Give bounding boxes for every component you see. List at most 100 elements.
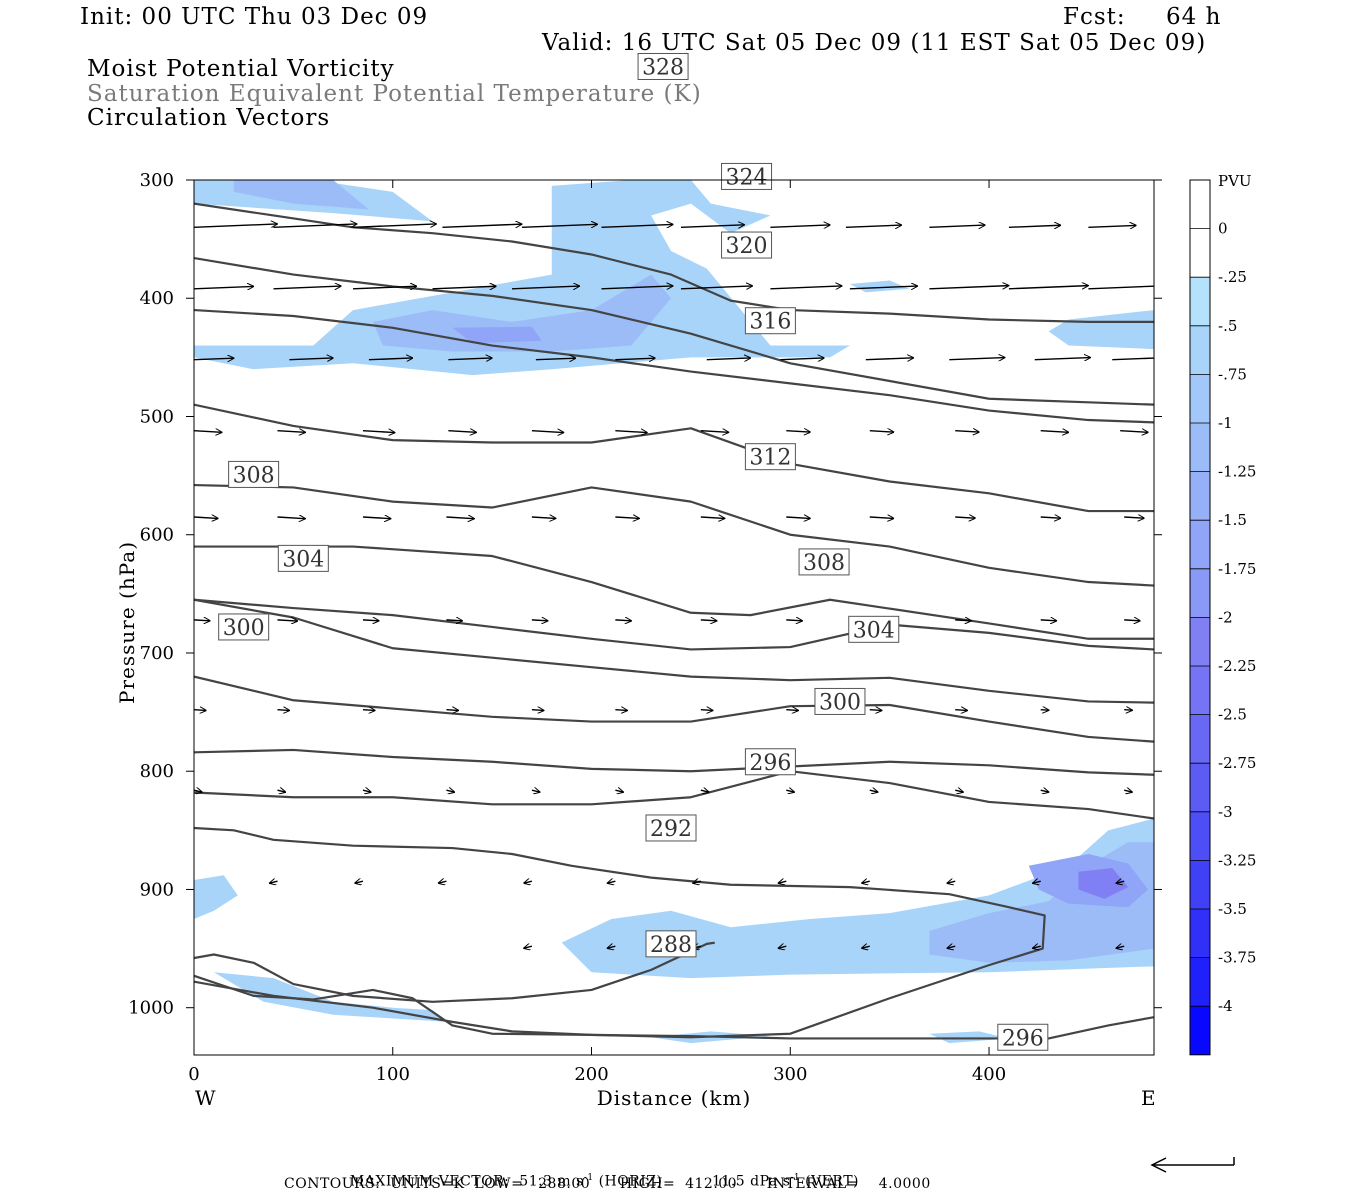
colorbar-label-9: -2.25 xyxy=(1218,657,1256,675)
theta-es-contours xyxy=(194,202,1154,1040)
x-axis-end-west: W xyxy=(195,1086,217,1110)
vector-9-6 xyxy=(1033,946,1041,948)
vector-5-4 xyxy=(531,620,548,621)
contour-300-4 xyxy=(194,748,1154,776)
contour-label-4: 300 xyxy=(223,616,265,641)
colorbar-swatch-3 xyxy=(1190,325,1210,375)
vector-8-0 xyxy=(270,881,278,883)
vector-7-4 xyxy=(531,790,540,792)
forecast-label: Fcst: xyxy=(1063,4,1126,30)
vector-4-1 xyxy=(277,517,305,519)
contour-label-10: 312 xyxy=(749,446,791,471)
vector-1-2 xyxy=(352,286,416,289)
vector-5-11 xyxy=(1124,620,1140,621)
vector-1-11 xyxy=(1088,285,1154,290)
y-tick-label-5: 800 xyxy=(140,761,174,782)
colorbar-label-10: -2.5 xyxy=(1218,706,1247,724)
vector-1-8 xyxy=(849,286,917,289)
vector-6-3 xyxy=(446,710,458,711)
contour-label-box-9 xyxy=(798,548,850,576)
colorbar-swatch-0 xyxy=(1190,180,1210,229)
vector-6-4 xyxy=(531,710,544,711)
colorbar-label-5: -1.25 xyxy=(1218,463,1256,481)
pv-region-7 xyxy=(194,875,238,920)
field-title-theta-es: Saturation Equivalent Potential Temperat… xyxy=(87,81,702,107)
contour-308-9 xyxy=(194,483,1154,587)
vector-3-0 xyxy=(194,431,222,433)
contour-label-1: 292 xyxy=(650,817,692,842)
pv-shading xyxy=(194,180,1154,1044)
vector-4-5 xyxy=(615,517,639,518)
vector-7-3 xyxy=(446,790,454,792)
colorbar-swatch-15 xyxy=(1190,909,1210,958)
contour-label-box-12 xyxy=(721,231,773,259)
contour-label-box-6 xyxy=(277,544,329,572)
vector-2-3 xyxy=(448,358,492,360)
contour-label-box-14 xyxy=(637,52,689,80)
contour-288-0 xyxy=(194,941,715,1003)
colorbar-swatch-1 xyxy=(1190,228,1210,278)
pv-region-6 xyxy=(1048,310,1154,350)
max-vector-horiz: 51.3 m s xyxy=(519,1173,584,1190)
vector-7-0 xyxy=(194,790,202,792)
contour-label-6: 304 xyxy=(282,547,324,572)
contour-300-5 xyxy=(194,675,1154,743)
contour-label-box-8 xyxy=(228,460,280,488)
colorbar-swatch-16 xyxy=(1190,957,1210,1007)
colorbar-swatch-14 xyxy=(1190,860,1210,909)
vector-9-0 xyxy=(524,946,533,948)
colorbar-label-15: -3.75 xyxy=(1218,949,1256,967)
pv-region-2 xyxy=(194,180,850,376)
vector-6-2 xyxy=(362,710,375,711)
vector-5-3 xyxy=(446,620,462,621)
vector-8-2 xyxy=(439,881,447,883)
colorbar-label-14: -3.5 xyxy=(1218,900,1247,918)
vector-2-9 xyxy=(949,358,1004,360)
vector-8-3 xyxy=(524,881,533,883)
vector-8-5 xyxy=(693,881,702,883)
vector-8-1 xyxy=(355,881,364,883)
vector-6-0 xyxy=(194,710,206,711)
contour-label-12: 320 xyxy=(726,234,768,259)
vector-9-5 xyxy=(947,946,956,948)
contour-label-box-7 xyxy=(848,615,900,643)
contour-label-box-13 xyxy=(721,162,773,190)
vector-3-7 xyxy=(786,431,810,432)
footer-max-vector: MAXIMUM VECTOR: 51.3 m s-1 (HORIZ) 11.5 … xyxy=(340,1157,859,1190)
vector-2-7 xyxy=(780,358,824,360)
vert-unit: (VERT) xyxy=(805,1173,859,1190)
vector-1-7 xyxy=(770,286,841,289)
contour-label-box-4 xyxy=(218,613,270,641)
x-axis-title: Distance (km) xyxy=(597,1086,752,1110)
vector-0-5 xyxy=(601,224,672,227)
vector-1-6 xyxy=(680,286,752,289)
vector-3-11 xyxy=(1120,431,1148,433)
vector-4-0 xyxy=(194,517,218,518)
y-tick-label-1: 400 xyxy=(140,288,174,309)
contour-label-9: 308 xyxy=(803,551,845,576)
contour-label-box-10 xyxy=(744,443,796,471)
vector-8-6 xyxy=(778,881,787,883)
vector-1-4 xyxy=(511,286,579,289)
vector-3-2 xyxy=(362,431,395,433)
vector-3-10 xyxy=(1040,431,1069,433)
field-title-vectors: Circulation Vectors xyxy=(87,105,331,131)
reference-vector-icon xyxy=(1150,1157,1235,1173)
colorbar-swatch-7 xyxy=(1190,520,1210,569)
pv-region-5 xyxy=(849,280,910,293)
vector-8-8 xyxy=(947,881,956,883)
colorbar-label-8: -2 xyxy=(1218,608,1233,626)
x-tick-label-4: 400 xyxy=(972,1064,1006,1085)
y-tick-label-3: 600 xyxy=(140,525,174,546)
vector-5-5 xyxy=(615,620,631,621)
x-tick-label-2: 200 xyxy=(574,1064,608,1085)
pv-region-4 xyxy=(452,326,542,344)
contour-label-8: 308 xyxy=(233,463,275,488)
colorbar-swatch-4 xyxy=(1190,374,1210,423)
colorbar-label-6: -1.5 xyxy=(1218,511,1247,529)
vector-1-12 xyxy=(1153,288,1154,289)
vector-0-0 xyxy=(194,224,277,228)
vector-2-6 xyxy=(706,358,751,360)
vector-7-9 xyxy=(955,790,963,792)
